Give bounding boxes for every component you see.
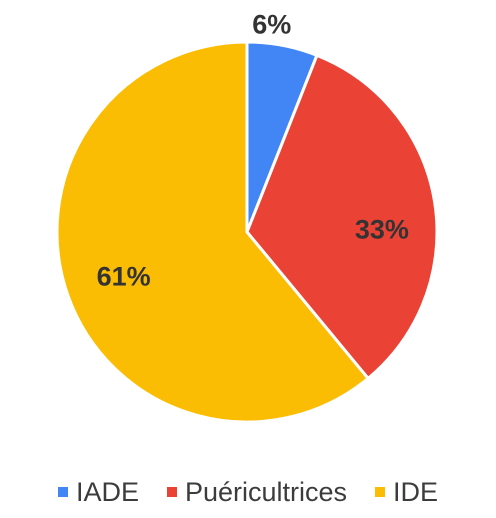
legend-label-ide: IDE [393,476,439,507]
legend-label-puericultrices: Puéricultrices [184,476,348,507]
legend-item-iade[interactable]: IADE [57,476,139,508]
legend-swatch-puericultrices [166,487,177,497]
pie-labels: 6% 33% 61% [97,9,409,291]
legend-swatch-ide [375,487,386,497]
pie-label-iade: 6% [252,9,291,39]
legend-item-puericultrices[interactable]: Puéricultrices [166,476,348,508]
pie-chart: 6% 33% 61% [55,9,439,424]
legend-item-ide[interactable]: IDE [375,477,438,508]
pie-slices [55,40,439,424]
pie-slice-puericultrices[interactable] [245,53,439,380]
pie-label-puericultrices: 33% [355,215,409,245]
legend-label-iade: IADE [75,476,139,507]
pie-slice-ide[interactable] [55,40,370,424]
chart-legend: IADE Puéricultrices IDE [0,472,496,512]
legend-swatch-iade [57,487,68,497]
pie-label-ide: 61% [97,261,151,291]
